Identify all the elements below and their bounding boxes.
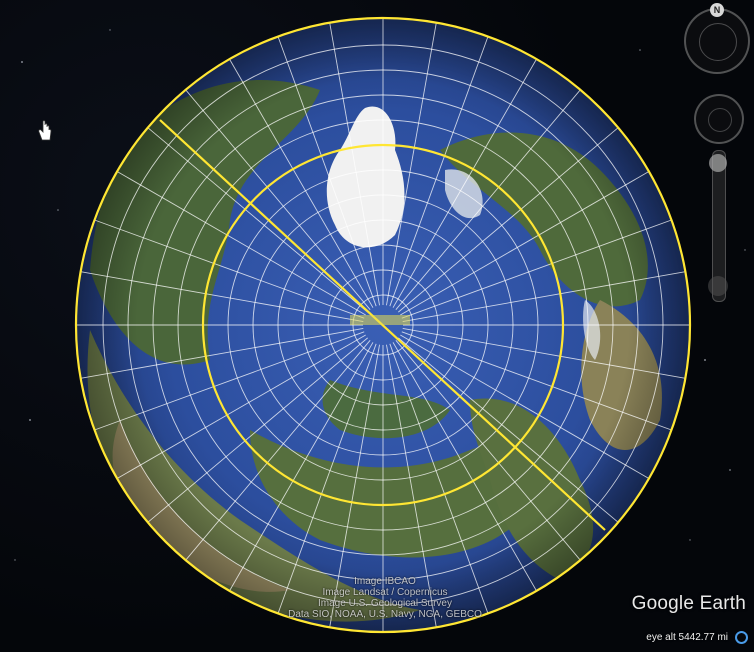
meridian-line bbox=[80, 328, 364, 379]
attribution-line: Image Landsat / Copernicus bbox=[322, 587, 448, 598]
move-joystick-icon[interactable] bbox=[694, 94, 744, 144]
zoom-slider-thumb[interactable] bbox=[709, 154, 727, 172]
inner-yellow-circle[interactable] bbox=[201, 143, 565, 507]
attribution-line: Image IBCAO bbox=[354, 576, 416, 587]
streaming-status-icon bbox=[735, 631, 748, 644]
meridian-line bbox=[401, 331, 672, 431]
meridian-line bbox=[395, 89, 581, 310]
eye-altitude-readout: eye alt 5442.77 mi bbox=[646, 632, 728, 643]
imagery-attribution: Image IBCAO Image Landsat / Copernicus I… bbox=[250, 576, 520, 620]
google-earth-logo: Google Earth bbox=[631, 593, 746, 614]
north-arrow-icon[interactable]: N bbox=[710, 3, 724, 17]
pole-label-marker bbox=[350, 315, 410, 325]
meridian-line bbox=[392, 342, 537, 592]
meridian-line bbox=[147, 337, 368, 523]
meridian-line bbox=[94, 219, 365, 319]
meridian-line bbox=[386, 22, 437, 306]
meridian-line bbox=[147, 127, 368, 313]
meridian-line bbox=[80, 271, 364, 322]
meridian-line bbox=[116, 334, 366, 479]
meridian-line bbox=[389, 36, 489, 307]
meridian-line bbox=[402, 328, 686, 379]
attribution-line: Data SIO, NOAA, U.S. Navy, NGA, GEBCO bbox=[288, 609, 482, 620]
meridian-line bbox=[400, 334, 650, 479]
meridian-line bbox=[389, 343, 489, 614]
meridian-line bbox=[185, 340, 371, 561]
starfield bbox=[14, 29, 746, 561]
meridian-line bbox=[395, 340, 581, 561]
meridian-line bbox=[329, 22, 380, 306]
meridian-line bbox=[398, 337, 619, 523]
meridian-line bbox=[229, 58, 374, 308]
hand-cursor-icon bbox=[38, 120, 52, 141]
look-joystick-icon[interactable] bbox=[684, 8, 750, 74]
meridian-line bbox=[277, 343, 377, 614]
meridian-line bbox=[185, 89, 371, 310]
zoom-out-button[interactable] bbox=[708, 276, 728, 296]
graticule bbox=[76, 18, 690, 632]
meridian-line bbox=[229, 342, 374, 592]
attribution-line: Image U.S. Geological Survey bbox=[318, 598, 452, 609]
meridian-line bbox=[401, 219, 672, 319]
meridian-line bbox=[116, 171, 366, 316]
move-joystick-ring bbox=[708, 108, 732, 132]
meridian-line bbox=[398, 127, 619, 313]
meridian-line bbox=[94, 331, 365, 431]
meridian-line bbox=[329, 344, 380, 628]
meridian-line bbox=[392, 58, 537, 308]
meridian-line bbox=[386, 344, 437, 628]
meridian-line bbox=[402, 271, 686, 322]
look-joystick-ring bbox=[699, 23, 737, 61]
meridian-line bbox=[277, 36, 377, 307]
meridian-line bbox=[400, 171, 650, 316]
outer-yellow-circle[interactable] bbox=[74, 16, 692, 634]
zoom-slider-icon[interactable] bbox=[712, 150, 726, 302]
